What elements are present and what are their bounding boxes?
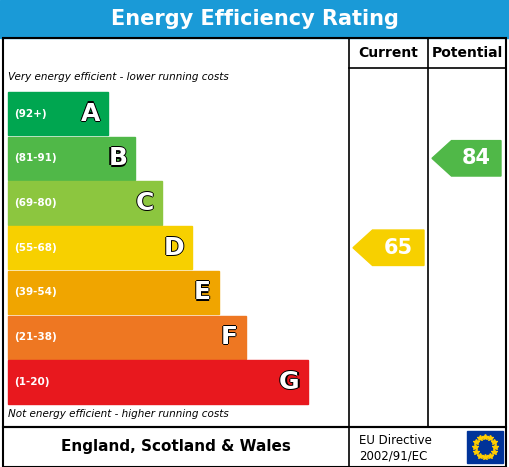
Bar — [8, 271, 219, 314]
Bar — [3, 427, 506, 467]
Text: Very energy efficient - lower running costs: Very energy efficient - lower running co… — [8, 72, 229, 82]
Bar — [8, 316, 246, 359]
Text: Current: Current — [358, 46, 418, 60]
Text: (81-91): (81-91) — [14, 153, 56, 163]
Text: G: G — [280, 370, 301, 394]
Text: C: C — [134, 191, 153, 215]
Text: Energy Efficiency Rating: Energy Efficiency Rating — [110, 9, 399, 29]
Bar — [0, 0, 509, 38]
Bar — [3, 38, 506, 427]
Text: F: F — [221, 325, 238, 349]
Text: 84: 84 — [462, 149, 491, 168]
Bar — [8, 360, 308, 403]
Bar — [467, 431, 503, 463]
Text: D: D — [165, 236, 185, 260]
Bar — [8, 92, 108, 135]
Text: 65: 65 — [384, 238, 413, 258]
Text: E: E — [193, 281, 210, 304]
Text: D: D — [163, 234, 184, 259]
Polygon shape — [432, 141, 501, 176]
Text: B: B — [108, 148, 127, 171]
Text: A: A — [81, 103, 100, 127]
Text: 2002/91/EC: 2002/91/EC — [359, 449, 428, 462]
Text: F: F — [221, 326, 238, 350]
Text: Potential: Potential — [431, 46, 502, 60]
Text: England, Scotland & Wales: England, Scotland & Wales — [61, 439, 291, 454]
Text: B: B — [108, 145, 127, 169]
Bar — [8, 226, 192, 269]
Text: F: F — [220, 325, 237, 349]
Text: B: B — [107, 146, 126, 170]
Text: (21-38): (21-38) — [14, 332, 56, 342]
Text: D: D — [163, 237, 184, 261]
Text: (92+): (92+) — [14, 109, 47, 119]
Text: F: F — [222, 325, 239, 349]
Text: (1-20): (1-20) — [14, 377, 49, 387]
Text: G: G — [279, 368, 300, 393]
Text: E: E — [195, 281, 212, 304]
Text: (55-68): (55-68) — [14, 243, 56, 253]
Text: EU Directive: EU Directive — [359, 434, 432, 447]
Text: (39-54): (39-54) — [14, 288, 56, 297]
Text: C: C — [136, 192, 154, 216]
Text: C: C — [136, 191, 154, 215]
Polygon shape — [353, 230, 424, 265]
Text: D: D — [163, 236, 184, 260]
Text: D: D — [162, 236, 183, 260]
Text: A: A — [82, 102, 102, 126]
Text: C: C — [136, 190, 154, 214]
Text: E: E — [194, 282, 211, 306]
Text: B: B — [108, 146, 127, 170]
Text: C: C — [137, 191, 155, 215]
Text: A: A — [81, 100, 100, 124]
Text: G: G — [279, 370, 300, 394]
Text: (69-80): (69-80) — [14, 198, 56, 208]
Text: A: A — [81, 102, 100, 126]
Text: F: F — [221, 324, 238, 348]
Bar — [8, 181, 162, 225]
Text: G: G — [278, 370, 299, 394]
Text: Not energy efficient - higher running costs: Not energy efficient - higher running co… — [8, 409, 229, 419]
Text: B: B — [109, 146, 128, 170]
Bar — [8, 137, 135, 180]
Text: E: E — [194, 281, 211, 304]
Text: G: G — [279, 371, 300, 395]
Text: E: E — [194, 279, 211, 303]
Text: A: A — [80, 102, 99, 126]
